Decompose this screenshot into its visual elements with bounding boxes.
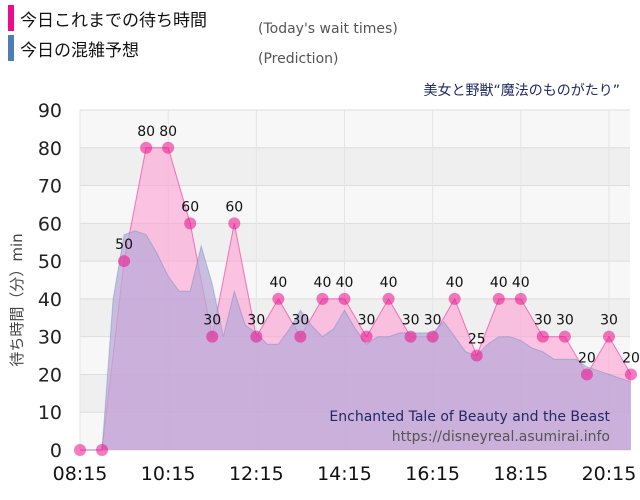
data-label: 40 (512, 275, 530, 291)
today-point (625, 368, 638, 381)
x-tick-label: 10:15 (141, 463, 196, 485)
today-point (250, 330, 263, 343)
attraction-title-jp: 美女と野獣“魔法のものがたり” (423, 83, 620, 99)
legend-today-sub: (Today's wait times) (258, 21, 398, 37)
data-label: 30 (424, 313, 442, 329)
legend-item-today: 今日これまでの待ち時間 (8, 4, 207, 32)
y-tick-label: 50 (38, 251, 62, 273)
today-point (140, 141, 153, 154)
today-point (470, 349, 483, 362)
today-point (382, 292, 395, 305)
data-label: 50 (115, 237, 133, 253)
x-tick-label: 08:15 (53, 463, 108, 485)
data-label: 60 (181, 199, 199, 215)
y-tick-label: 60 (38, 213, 62, 235)
legend-item-prediction: 今日の混雑予想 (8, 34, 139, 62)
data-label: 40 (380, 275, 398, 291)
data-label: 40 (314, 275, 332, 291)
today-points (74, 141, 638, 456)
legend-prediction-sub: (Prediction) (258, 51, 339, 67)
x-tick-label: 16:15 (405, 463, 460, 485)
today-point (448, 292, 461, 305)
today-point (316, 292, 329, 305)
data-label: 40 (446, 275, 464, 291)
legend-prediction-label: 今日の混雑予想 (20, 40, 139, 61)
legend-today-label: 今日これまでの待ち時間 (20, 10, 207, 31)
today-point (118, 255, 131, 268)
y-tick-label: 40 (38, 289, 62, 311)
today-point (426, 330, 439, 343)
today-point (338, 292, 351, 305)
x-tick-label: 12:15 (229, 463, 284, 485)
grid-band (80, 110, 630, 148)
today-point (74, 444, 86, 456)
x-tick-label: 14:15 (317, 463, 372, 485)
y-tick-label: 80 (38, 138, 62, 160)
today-color-swatch (8, 5, 14, 31)
data-label: 25 (468, 332, 486, 348)
legend: 今日これまでの待ち時間 (Today's wait times) 今日の混雑予想… (0, 0, 640, 80)
data-label: 30 (600, 313, 618, 329)
site-url: https://disneyreal.asumirai.info (392, 429, 610, 445)
prediction-color-swatch (8, 35, 14, 61)
data-label: 30 (291, 313, 309, 329)
data-label: 40 (269, 275, 287, 291)
data-label: 80 (159, 124, 177, 140)
y-tick-label: 10 (38, 402, 62, 424)
today-point (602, 330, 615, 343)
x-tick-label: 18:15 (493, 463, 548, 485)
prediction-area (80, 230, 631, 450)
data-label: 30 (556, 313, 574, 329)
today-point (272, 292, 285, 305)
data-label: 80 (137, 124, 155, 140)
today-point (206, 330, 219, 343)
today-point (492, 292, 505, 305)
data-label: 30 (402, 313, 420, 329)
data-label: 40 (490, 275, 508, 291)
today-point (580, 368, 593, 381)
today-line (80, 147, 632, 451)
data-label: 60 (225, 199, 243, 215)
y-tick-labels: 0 10 20 30 40 50 60 70 80 90 (38, 100, 62, 462)
y-tick-label: 20 (38, 364, 62, 386)
today-point (184, 217, 197, 230)
attraction-title-en: Enchanted Tale of Beauty and the Beast (329, 409, 610, 425)
today-point (360, 330, 373, 343)
y-axis-label: 待ち時間（分）min (8, 233, 26, 366)
today-point (404, 330, 417, 343)
data-label: 30 (247, 313, 265, 329)
x-tick-label: 20:15 (582, 463, 637, 485)
data-label: 30 (534, 313, 552, 329)
today-point (536, 330, 549, 343)
today-point (514, 292, 527, 305)
today-point (162, 141, 175, 154)
x-tick-labels: 08:15 10:15 12:15 14:15 16:15 18:15 20:15 (53, 463, 637, 485)
data-label: 30 (358, 313, 376, 329)
data-label: 30 (203, 313, 221, 329)
data-label: 20 (622, 350, 640, 366)
data-label: 20 (578, 350, 596, 366)
today-point (228, 217, 241, 230)
today-point (96, 444, 109, 456)
today-point (294, 330, 307, 343)
data-label: 40 (336, 275, 354, 291)
y-tick-label: 0 (50, 440, 62, 462)
y-tick-label: 30 (38, 327, 62, 349)
y-tick-label: 90 (38, 100, 62, 122)
y-tick-label: 70 (38, 176, 62, 198)
today-point (558, 330, 571, 343)
